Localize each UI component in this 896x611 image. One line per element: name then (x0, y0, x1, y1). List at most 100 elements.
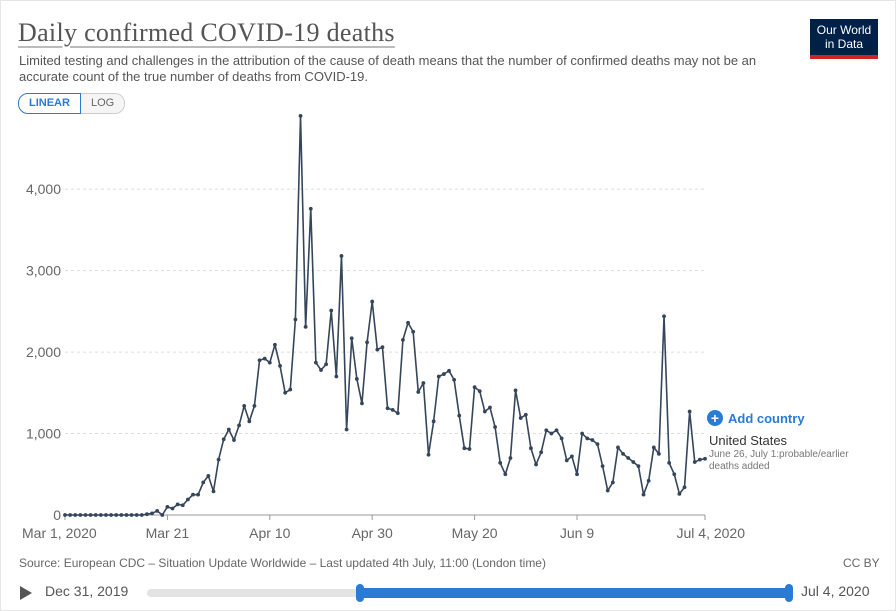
add-country-button[interactable]: + Add country (707, 410, 805, 426)
data-point (426, 452, 431, 457)
data-point (262, 356, 267, 361)
data-point (503, 472, 508, 477)
data-point (129, 513, 134, 517)
data-point (150, 511, 154, 516)
data-point (298, 113, 303, 118)
data-point (180, 503, 185, 508)
data-point (252, 403, 257, 408)
data-point (344, 427, 349, 432)
data-point (569, 454, 574, 459)
y-tick-label: 1,000 (26, 426, 61, 442)
data-point (513, 388, 518, 393)
source-note[interactable]: Source: European CDC – Situation Update … (19, 556, 546, 570)
data-point (421, 381, 426, 385)
data-point (564, 458, 569, 463)
y-tick-label: 2,000 (26, 344, 61, 360)
data-point (319, 368, 323, 372)
data-point (257, 358, 262, 363)
point-layer (63, 113, 707, 517)
data-point (73, 513, 78, 517)
data-point (109, 513, 113, 517)
data-point (457, 413, 462, 418)
logo-line-2: in Data (824, 37, 864, 51)
data-point (303, 324, 308, 329)
data-point (78, 513, 83, 517)
data-point (631, 460, 636, 464)
data-point (395, 411, 400, 416)
axis-layer: 0 1,000 2,000 3,000 4,000 Mar 1, 2020 Mar 21 Ap… (22, 181, 745, 541)
license-link[interactable]: CC BY (843, 556, 880, 570)
data-point (114, 513, 119, 517)
data-point (155, 509, 160, 513)
data-point (354, 377, 359, 381)
data-point (206, 474, 211, 478)
data-point (170, 506, 175, 511)
data-point (636, 464, 641, 469)
data-point (610, 480, 615, 485)
data-point (273, 342, 277, 347)
data-point (697, 457, 702, 462)
data-point (329, 308, 334, 313)
owid-logo[interactable]: Our World in Data (810, 19, 878, 59)
x-tick-label: Jun 9 (560, 525, 594, 541)
data-point (575, 472, 579, 477)
data-point (416, 390, 421, 394)
data-point (554, 428, 559, 433)
data-point (667, 460, 672, 465)
data-point (365, 340, 369, 345)
data-point (616, 445, 620, 450)
grid-layer (65, 188, 705, 516)
y-tick-label: 0 (53, 507, 61, 523)
data-point (308, 206, 313, 211)
data-point (529, 446, 533, 451)
timeline-start-label: Dec 31, 2019 (45, 583, 129, 599)
x-tick-label: Mar 21 (146, 525, 190, 541)
data-point (226, 427, 231, 432)
logo-line-1: Our World (816, 23, 872, 37)
data-point (621, 452, 625, 456)
data-point (508, 456, 513, 460)
data-point (283, 390, 288, 395)
data-point (431, 419, 436, 424)
data-point (175, 502, 180, 507)
data-point (160, 513, 165, 517)
data-point (682, 485, 687, 490)
data-point (211, 489, 216, 494)
series-line (65, 115, 706, 516)
log-scale-button[interactable]: LOG (80, 93, 126, 114)
data-point (657, 452, 661, 456)
data-point (687, 409, 692, 414)
x-tick-label: Apr 10 (249, 525, 290, 541)
data-point (677, 491, 682, 496)
data-point (63, 513, 67, 517)
timeline-start-handle[interactable] (356, 584, 364, 602)
series-label[interactable]: United States (709, 433, 788, 448)
timeline-selected-range[interactable] (360, 588, 790, 598)
play-icon[interactable] (20, 586, 32, 600)
data-point (477, 389, 482, 394)
chart-title: Daily confirmed COVID-19 deaths (18, 18, 395, 47)
data-point (385, 406, 390, 411)
data-point (626, 456, 631, 460)
data-point (703, 456, 707, 461)
timeline-end-handle[interactable] (785, 584, 793, 602)
data-point (237, 423, 241, 428)
linear-scale-button[interactable]: LINEAR (18, 93, 81, 114)
add-country-label: Add country (728, 410, 805, 426)
data-point (165, 504, 170, 509)
data-point (452, 377, 457, 382)
data-point (375, 347, 380, 352)
data-point (662, 314, 666, 319)
data-point (493, 425, 497, 429)
data-point (447, 368, 451, 373)
data-point (488, 405, 492, 410)
data-point (467, 447, 472, 451)
data-point (247, 419, 252, 424)
data-point (278, 364, 282, 368)
data-point (472, 385, 477, 390)
data-point (293, 317, 298, 322)
data-point (462, 446, 467, 451)
y-tick-label: 3,000 (26, 263, 61, 279)
data-point (600, 464, 605, 469)
